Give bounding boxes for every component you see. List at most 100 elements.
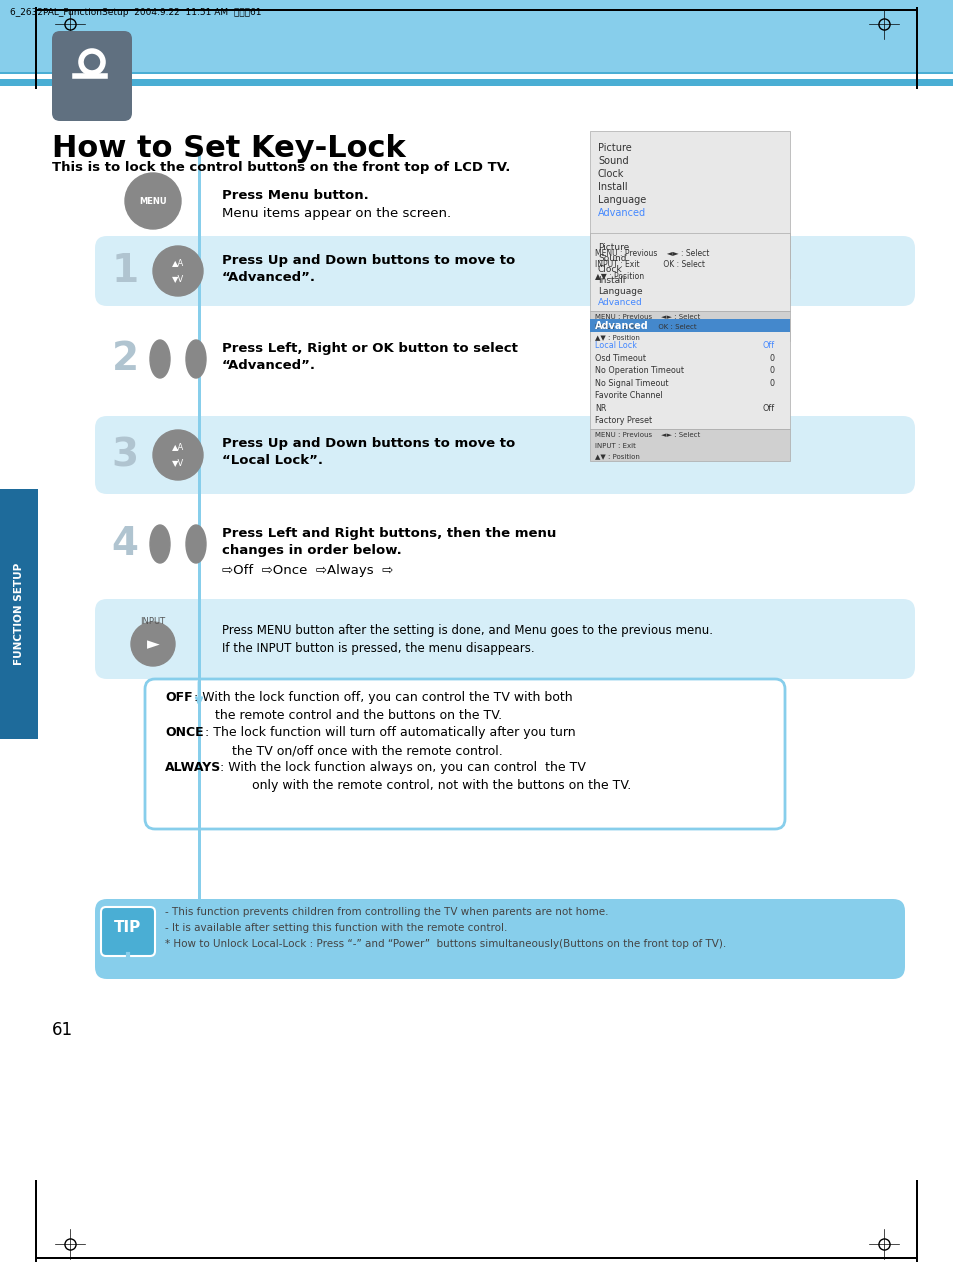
Text: Press MENU button after the setting is done, and Menu goes to the previous menu.: Press MENU button after the setting is d… [222, 624, 712, 637]
Text: Press Up and Down buttons to move to: Press Up and Down buttons to move to [222, 437, 515, 450]
Text: ▲▼ : Position: ▲▼ : Position [595, 453, 639, 459]
Text: : The lock function will turn off automatically after you turn: : The lock function will turn off automa… [205, 726, 575, 739]
Text: Clock: Clock [598, 169, 623, 179]
Circle shape [152, 430, 203, 480]
Text: Clock: Clock [598, 265, 622, 274]
Text: 0: 0 [769, 378, 774, 387]
Bar [589, 319, 789, 429]
Text: “Advanced”.: “Advanced”. [222, 272, 315, 284]
Text: “Local Lock”.: “Local Lock”. [222, 454, 323, 467]
Text: “Advanced”.: “Advanced”. [222, 359, 315, 372]
Text: Press Left, Right or OK button to select: Press Left, Right or OK button to select [222, 343, 517, 355]
Text: MENU : Previous    ◄► : Select: MENU : Previous ◄► : Select [595, 249, 709, 258]
Bar [198, 148, 201, 975]
Text: Advanced: Advanced [598, 208, 645, 218]
Text: ►: ► [147, 634, 159, 654]
Text: Factory Preset: Factory Preset [595, 416, 652, 425]
Bar [0, 489, 38, 739]
FancyBboxPatch shape [95, 416, 914, 494]
Text: This is to lock the control buttons on the front top of LCD TV.: This is to lock the control buttons on t… [52, 161, 510, 174]
Text: MENU : Previous    ◄► : Select: MENU : Previous ◄► : Select [595, 431, 700, 438]
Text: Press Menu button.: Press Menu button. [222, 189, 369, 202]
Text: Off: Off [762, 341, 774, 350]
Text: Osd Timeout: Osd Timeout [595, 354, 645, 363]
Text: TIP: TIP [114, 920, 141, 935]
Text: OFF: OFF [165, 692, 193, 704]
Text: Install: Install [598, 275, 625, 286]
Text: If the INPUT button is pressed, the menu disappears.: If the INPUT button is pressed, the menu… [222, 642, 534, 655]
FancyBboxPatch shape [52, 30, 132, 121]
Text: NR: NR [595, 404, 606, 412]
Text: 6_2632PAL_FunctionSetup  2004.9.22  11:51 AM  페이직61: 6_2632PAL_FunctionSetup 2004.9.22 11:51 … [10, 8, 261, 16]
Circle shape [152, 246, 203, 296]
Bar [35, 1258, 916, 1259]
Text: ▲▼ : Position: ▲▼ : Position [595, 334, 639, 340]
Text: - It is available after setting this function with the remote control.: - It is available after setting this fun… [165, 923, 507, 933]
Bar [35, 8, 37, 89]
Text: 1: 1 [112, 253, 138, 291]
Text: changes in order below.: changes in order below. [222, 544, 401, 557]
Text: How to Set Key-Lock: How to Set Key-Lock [52, 135, 405, 162]
Text: 0: 0 [769, 354, 774, 363]
Bar [589, 131, 789, 246]
Ellipse shape [186, 340, 206, 378]
Text: : With the lock function always on, you can control  the TV: : With the lock function always on, you … [220, 761, 585, 774]
Bar [35, 1180, 37, 1261]
Text: Language: Language [598, 195, 645, 206]
Text: Off: Off [762, 404, 774, 412]
Text: INPUT : Exit          OK : Select: INPUT : Exit OK : Select [595, 324, 696, 330]
Text: Picture: Picture [598, 143, 631, 154]
Text: MENU: MENU [139, 197, 167, 206]
Text: 61: 61 [52, 1022, 73, 1039]
Text: Local Lock: Local Lock [595, 341, 637, 350]
FancyBboxPatch shape [145, 679, 784, 829]
Bar [589, 429, 789, 461]
Text: 3: 3 [112, 437, 138, 475]
Bar [0, 72, 953, 86]
Text: Press Up and Down buttons to move to: Press Up and Down buttons to move to [222, 254, 515, 266]
Circle shape [125, 173, 181, 228]
Text: No Operation Timeout: No Operation Timeout [595, 365, 683, 376]
Text: ▼V: ▼V [172, 458, 184, 467]
Text: ⇨Off  ⇨Once  ⇨Always  ⇨: ⇨Off ⇨Once ⇨Always ⇨ [222, 563, 393, 577]
Circle shape [131, 622, 174, 666]
Text: INPUT : Exit          OK : Select: INPUT : Exit OK : Select [595, 260, 704, 269]
Text: Press Left and Right buttons, then the menu: Press Left and Right buttons, then the m… [222, 527, 556, 541]
Bar [0, 74, 953, 79]
Text: No Signal Timeout: No Signal Timeout [595, 378, 668, 387]
Text: 0: 0 [769, 365, 774, 376]
Bar [589, 311, 789, 341]
Text: Picture: Picture [598, 242, 629, 253]
Bar [589, 233, 789, 311]
Bar [35, 9, 916, 11]
Text: FUNCTION SETUP: FUNCTION SETUP [14, 563, 24, 665]
Text: : With the lock function off, you can control the TV with both: : With the lock function off, you can co… [193, 692, 572, 704]
Text: * How to Unlock Local-Lock : Press “-” and “Power”  buttons simultaneously(Butto: * How to Unlock Local-Lock : Press “-” a… [165, 939, 725, 949]
Text: ▲A: ▲A [172, 443, 184, 452]
Text: Favorite Channel: Favorite Channel [595, 391, 662, 400]
Text: only with the remote control, not with the buttons on the TV.: only with the remote control, not with t… [252, 779, 631, 792]
Text: Advanced: Advanced [595, 321, 648, 331]
FancyBboxPatch shape [95, 599, 914, 679]
Text: the remote control and the buttons on the TV.: the remote control and the buttons on th… [214, 709, 501, 722]
Text: - This function prevents children from controlling the TV when parents are not h: - This function prevents children from c… [165, 907, 608, 917]
Text: MENU : Previous    ◄► : Select: MENU : Previous ◄► : Select [595, 313, 700, 320]
Text: INPUT : Exit: INPUT : Exit [595, 443, 636, 449]
Text: ▲A: ▲A [172, 259, 184, 268]
Text: the TV on/off once with the remote control.: the TV on/off once with the remote contr… [232, 744, 502, 758]
Bar [589, 246, 789, 278]
Ellipse shape [150, 525, 170, 563]
Ellipse shape [186, 525, 206, 563]
Text: 4: 4 [112, 525, 138, 563]
Text: 2: 2 [112, 340, 138, 378]
Bar [0, 0, 953, 74]
Ellipse shape [150, 340, 170, 378]
Text: Language: Language [598, 287, 642, 296]
FancyBboxPatch shape [101, 907, 154, 956]
Text: Menu items appear on the screen.: Menu items appear on the screen. [222, 207, 451, 220]
Text: ▲▼ : Position: ▲▼ : Position [595, 272, 643, 280]
Text: ALWAYS: ALWAYS [165, 761, 221, 774]
Text: Install: Install [598, 181, 627, 192]
Bar [589, 319, 789, 332]
Text: INPUT: INPUT [140, 617, 166, 626]
